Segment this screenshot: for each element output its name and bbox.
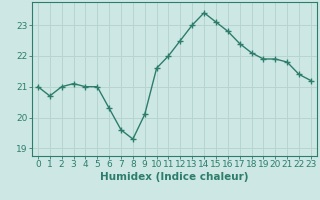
X-axis label: Humidex (Indice chaleur): Humidex (Indice chaleur) [100,172,249,182]
